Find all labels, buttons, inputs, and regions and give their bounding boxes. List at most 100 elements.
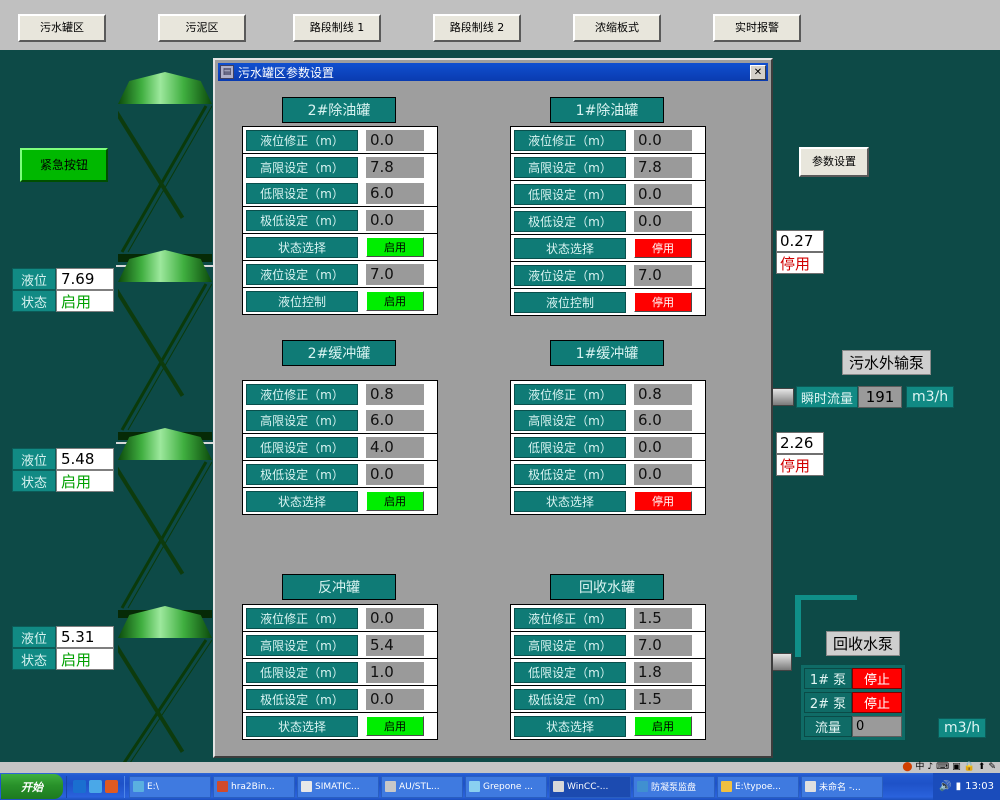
nav-button-2[interactable]: 路段制线 1 xyxy=(293,14,381,42)
row-divider xyxy=(511,234,705,235)
task-button[interactable]: 未命名 -... xyxy=(801,775,883,798)
param-row: 液位控制 停用 xyxy=(511,289,705,315)
param-value[interactable]: 7.8 xyxy=(634,156,692,178)
param-value[interactable]: 7.8 xyxy=(366,156,424,178)
nav-button-0[interactable]: 污水罐区 xyxy=(18,14,106,42)
status-badge[interactable]: 停用 xyxy=(634,292,692,312)
quick-launch-ie-icon[interactable] xyxy=(73,780,86,793)
task-icon xyxy=(553,781,564,792)
task-button[interactable]: SIMATIC... xyxy=(297,775,379,798)
pump-state[interactable]: 停止 xyxy=(852,668,902,689)
param-value[interactable]: 5.4 xyxy=(366,634,424,656)
close-icon[interactable]: ✕ xyxy=(750,64,766,80)
param-value[interactable]: 0.0 xyxy=(366,463,424,485)
level-label: 液位 xyxy=(12,268,56,290)
pump-row-1: 1# 泵 停止 xyxy=(804,668,902,689)
nav-button-4[interactable]: 浓缩板式 xyxy=(573,14,661,42)
quick-launch-media-icon[interactable] xyxy=(105,780,118,793)
param-value[interactable]: 0.8 xyxy=(366,383,424,405)
param-label: 低限设定（m） xyxy=(514,183,626,205)
network-icon[interactable]: ▮ xyxy=(955,781,962,792)
export-pump-title: 污水外输泵 xyxy=(842,350,932,375)
nav-button-3[interactable]: 路段制线 2 xyxy=(433,14,521,42)
param-value[interactable]: 0.0 xyxy=(366,129,424,151)
task-button[interactable]: Grepone ... xyxy=(465,775,547,798)
row-divider xyxy=(243,153,437,154)
row-divider xyxy=(243,631,437,632)
emergency-stop-button[interactable]: 紧急按钮 xyxy=(20,148,108,182)
start-button[interactable]: 开始 xyxy=(1,774,63,799)
status-badge[interactable]: 启用 xyxy=(366,491,424,511)
param-value[interactable]: 6.0 xyxy=(366,182,424,204)
application-icon: ▤ xyxy=(220,65,234,79)
parameter-settings-button[interactable]: 参数设置 xyxy=(799,147,869,177)
pump-state[interactable]: 停止 xyxy=(852,692,902,713)
status-badge[interactable]: 启用 xyxy=(366,291,424,311)
param-label: 状态选择 xyxy=(514,715,626,737)
system-clock-area[interactable]: 🔊 ▮ 13:03 xyxy=(933,773,1000,800)
param-value[interactable]: 1.8 xyxy=(634,661,692,683)
gauge-state: 停用 xyxy=(776,454,824,476)
gauge-value: 2.26 xyxy=(776,432,824,454)
nav-button-5[interactable]: 实时报警 xyxy=(713,14,801,42)
param-value[interactable]: 7.0 xyxy=(634,264,692,286)
row-divider xyxy=(511,658,705,659)
tray-icon-pen[interactable]: ✎ xyxy=(988,762,996,772)
tray-icon-keyboard[interactable]: ⌨ xyxy=(936,762,950,772)
status-badge[interactable]: 启用 xyxy=(366,716,424,736)
task-button[interactable]: E:\ xyxy=(129,775,211,798)
clock-time: 13:03 xyxy=(965,781,994,792)
param-value[interactable]: 4.0 xyxy=(366,436,424,458)
group-header-3: 1#缓冲罐 xyxy=(550,340,664,366)
param-label: 极低设定（m） xyxy=(514,210,626,232)
param-value[interactable]: 7.0 xyxy=(634,634,692,656)
param-value[interactable]: 6.0 xyxy=(366,409,424,431)
param-value[interactable]: 0.0 xyxy=(634,436,692,458)
task-button-active[interactable]: WinCC-... xyxy=(549,775,631,798)
tray-icon-up[interactable]: ⬆ xyxy=(977,762,986,772)
readout-level-row: 液位 7.69 xyxy=(12,268,114,290)
status-badge[interactable]: 停用 xyxy=(634,491,692,511)
task-button[interactable]: AU/STL... xyxy=(381,775,463,798)
param-value[interactable]: 0.8 xyxy=(634,383,692,405)
param-value[interactable]: 1.5 xyxy=(634,607,692,629)
param-value[interactable]: 0.0 xyxy=(366,209,424,231)
tank-body xyxy=(118,282,212,432)
row-divider xyxy=(243,433,437,434)
status-badge[interactable]: 停用 xyxy=(634,238,692,258)
param-value[interactable]: 0.0 xyxy=(634,210,692,232)
task-button[interactable]: 防凝泵监盘 xyxy=(633,775,715,798)
tray-icon-lock[interactable]: 🔒 xyxy=(963,762,975,772)
param-row: 液位设定（m） 7.0 xyxy=(511,262,705,288)
param-row: 状态选择 启用 xyxy=(243,713,437,739)
dialog-title-bar[interactable]: ▤ 污水罐区参数设置 ✕ xyxy=(218,63,768,81)
tray-icon-app[interactable]: ⬤ xyxy=(902,762,913,772)
param-value[interactable]: 7.0 xyxy=(366,263,424,285)
param-value[interactable]: 0.0 xyxy=(634,129,692,151)
param-value[interactable]: 0.0 xyxy=(366,607,424,629)
row-divider xyxy=(243,685,437,686)
param-value[interactable]: 1.5 xyxy=(634,688,692,710)
param-value[interactable]: 0.0 xyxy=(366,688,424,710)
tray-icon-note[interactable]: ♪ xyxy=(927,762,934,772)
status-badge[interactable]: 启用 xyxy=(634,716,692,736)
ime-indicator[interactable]: 中 xyxy=(915,762,925,772)
nav-button-1[interactable]: 污泥区 xyxy=(158,14,246,42)
task-button[interactable]: hra2Bin... xyxy=(213,775,295,798)
param-value[interactable]: 6.0 xyxy=(634,409,692,431)
param-row: 液位控制 启用 xyxy=(243,288,437,314)
param-label: 极低设定（m） xyxy=(514,463,626,485)
tray-icon-monitor[interactable]: ▣ xyxy=(952,762,961,772)
param-row: 低限设定（m） 1.0 xyxy=(243,659,437,685)
tank-body xyxy=(118,638,212,768)
param-value[interactable]: 0.0 xyxy=(634,463,692,485)
task-button[interactable]: E:\typoe... xyxy=(717,775,799,798)
param-label: 极低设定（m） xyxy=(246,688,358,710)
param-value[interactable]: 1.0 xyxy=(366,661,424,683)
param-row: 液位修正（m） 0.0 xyxy=(243,605,437,631)
quick-launch-browser-icon[interactable] xyxy=(89,780,102,793)
param-value[interactable]: 0.0 xyxy=(634,183,692,205)
volume-icon[interactable]: 🔊 xyxy=(939,781,952,792)
status-badge[interactable]: 启用 xyxy=(366,237,424,257)
param-label: 极低设定（m） xyxy=(246,209,358,231)
